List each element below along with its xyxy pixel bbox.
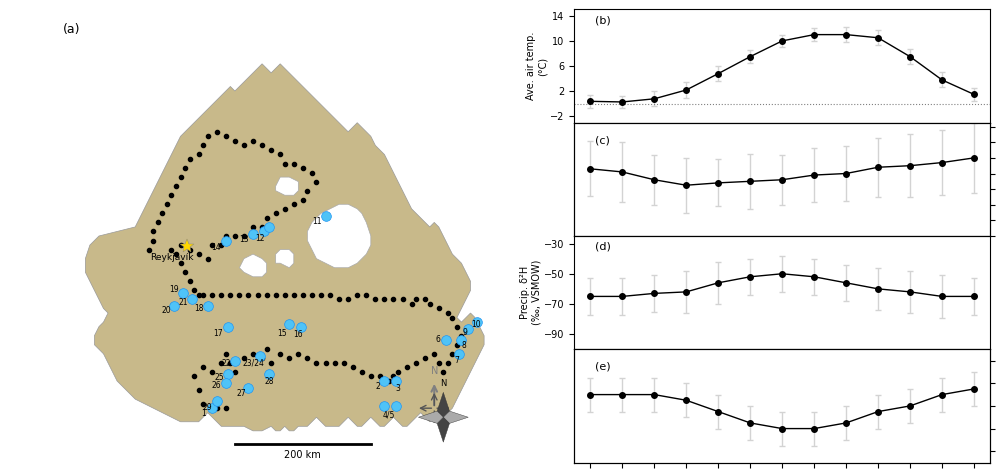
Text: 27: 27 [237, 389, 246, 398]
Text: 13: 13 [239, 235, 249, 244]
Text: 19: 19 [169, 285, 179, 294]
Y-axis label: Precip. δ²H
(‰, VSMOW): Precip. δ²H (‰, VSMOW) [520, 260, 541, 325]
Text: (e): (e) [595, 362, 611, 371]
Polygon shape [437, 392, 449, 417]
Text: 9: 9 [463, 328, 468, 337]
Text: (d): (d) [595, 242, 611, 252]
Text: 25: 25 [214, 373, 224, 382]
Text: 6: 6 [435, 335, 440, 344]
Text: (b): (b) [595, 15, 611, 25]
Polygon shape [437, 417, 449, 442]
PathPatch shape [307, 204, 371, 268]
Text: (a): (a) [63, 23, 80, 36]
Text: 18: 18 [194, 304, 203, 313]
Text: 1: 1 [201, 409, 206, 418]
Text: 200 km: 200 km [284, 450, 321, 460]
Text: (c): (c) [595, 135, 610, 145]
Text: 16: 16 [294, 330, 303, 339]
Text: 20: 20 [161, 306, 171, 315]
Text: Reykjavík: Reykjavík [150, 253, 193, 262]
Text: 2: 2 [375, 382, 380, 391]
Polygon shape [418, 411, 443, 423]
PathPatch shape [276, 250, 294, 268]
Text: 23/24: 23/24 [242, 358, 264, 367]
Text: 29: 29 [203, 403, 213, 412]
PathPatch shape [276, 177, 298, 195]
Text: 22: 22 [221, 359, 231, 368]
Text: 11: 11 [313, 217, 322, 226]
Text: 8: 8 [461, 341, 466, 350]
PathPatch shape [239, 254, 267, 277]
Text: 21: 21 [178, 298, 188, 307]
Text: 14: 14 [211, 243, 221, 252]
PathPatch shape [85, 64, 484, 431]
Text: N: N [431, 366, 438, 377]
Text: 15: 15 [277, 329, 286, 338]
Polygon shape [443, 411, 468, 423]
Text: 4/5: 4/5 [383, 411, 395, 420]
Text: 17: 17 [213, 329, 222, 338]
Text: 12: 12 [255, 234, 265, 243]
Text: N: N [440, 379, 447, 388]
Text: 26: 26 [212, 381, 222, 390]
Text: 3: 3 [396, 384, 400, 393]
Y-axis label: Ave. air temp.
(°C): Ave. air temp. (°C) [526, 32, 547, 100]
Text: 7: 7 [454, 356, 459, 365]
Text: 28: 28 [264, 378, 274, 387]
Text: 10: 10 [471, 320, 481, 329]
